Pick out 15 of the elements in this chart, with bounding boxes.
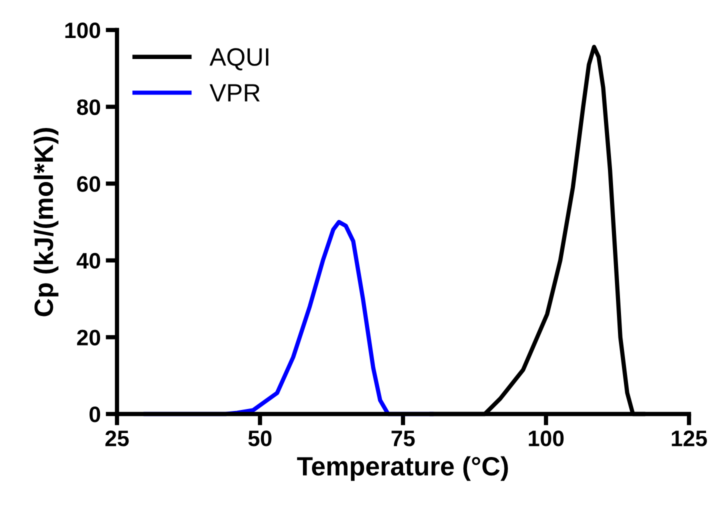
x-tick-label: 75 [392,430,415,446]
x-tick-label: 25 [105,430,129,446]
y-tick-label: 60 [77,176,100,192]
y-axis-title: Cp (kJ/(mol*K)) [34,128,58,316]
y-tick-label: 20 [77,330,100,346]
x-tick-label: 125 [672,430,707,446]
legend-label: VPR [210,84,260,102]
legend-label: AQUI [210,48,268,70]
y-tick-label: 100 [65,22,100,38]
y-tick-label: 80 [77,99,100,116]
y-tick-label: 40 [76,252,100,269]
x-tick-label: 100 [528,430,564,446]
y-tick-label: 0 [90,406,100,422]
x-axis-title: Temperature (°C) [297,456,508,481]
x-tick-label: 50 [248,430,272,446]
